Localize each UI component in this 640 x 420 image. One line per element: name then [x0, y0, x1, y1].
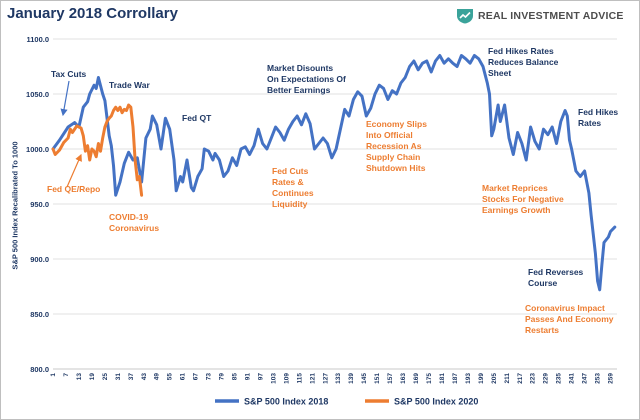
x-tick-label: 229	[543, 373, 550, 384]
x-tick-label: 169	[413, 373, 420, 384]
x-tick-label: 13	[76, 373, 83, 381]
arrow-fed-qe	[66, 153, 82, 188]
x-tick-label: 187	[452, 373, 459, 384]
x-tick-label: 43	[141, 373, 148, 381]
annotation-market-reprices: Market Reprices Stocks For Negative Earnin…	[482, 183, 564, 215]
x-tick-label: 19	[89, 373, 96, 381]
x-tick-label: 157	[387, 373, 394, 384]
x-tick-label: 67	[193, 373, 200, 381]
x-tick-label: 217	[517, 373, 524, 384]
chart-title: January 2018 Corrollary	[7, 5, 178, 22]
x-tick-label: 175	[426, 373, 433, 384]
legend-label-2020: S&P 500 Index 2020	[394, 397, 478, 407]
annotation-fed-hikes: Fed Hikes Rates	[578, 107, 618, 128]
y-tick-label: 900.0	[30, 255, 49, 264]
annotation-fed-qe: Fed QE/Repo	[47, 184, 100, 194]
x-tick-label: 259	[608, 373, 615, 384]
annotation-fed-reverses: Fed Reverses Course	[528, 267, 584, 288]
y-tick-label: 800.0	[30, 365, 49, 374]
brand-shield-icon	[457, 9, 473, 24]
y-tick-label: 1100.0	[26, 35, 49, 44]
x-tick-label: 133	[335, 373, 342, 384]
x-tick-label: 193	[465, 373, 472, 384]
x-tick-label: 121	[309, 373, 316, 384]
annotation-fed-hikes-reduces: Fed Hikes Rates Reduces Balance Sheet	[488, 46, 559, 78]
x-tick-label: 49	[154, 373, 161, 381]
x-tick-label: 79	[219, 373, 226, 381]
x-tick-label: 163	[400, 373, 407, 384]
annotation-fed-cuts: Fed Cuts Rates & Continues Liquidity	[272, 166, 314, 209]
x-tick-label: 223	[530, 373, 537, 384]
x-tick-label: 7	[63, 373, 70, 377]
x-tick-label: 1	[50, 373, 57, 377]
legend-label-2018: S&P 500 Index 2018	[244, 397, 328, 407]
x-tick-label: 55	[167, 373, 174, 381]
x-tick-label: 139	[348, 373, 355, 384]
x-tick-label: 109	[283, 373, 290, 384]
series-line-2020	[51, 103, 144, 197]
x-tick-label: 97	[257, 373, 264, 381]
y-tick-label: 1000.0	[26, 145, 49, 154]
x-tick-label: 25	[102, 373, 109, 381]
series-line-2018	[51, 54, 617, 292]
x-tick-label: 151	[374, 373, 381, 384]
x-tick-label: 61	[180, 373, 187, 381]
x-tick-label: 91	[244, 373, 251, 381]
x-tick-label: 115	[296, 373, 303, 384]
x-tick-label: 127	[322, 373, 329, 384]
x-tick-label: 37	[128, 373, 135, 381]
x-tick-label: 181	[439, 373, 446, 384]
annotation-fed-qt: Fed QT	[182, 113, 212, 123]
annotation-coronavirus-impact: Coronavirus Impact Passes And Economy Rest…	[525, 303, 614, 335]
x-tick-label: 235	[556, 373, 563, 384]
x-tick-label: 241	[569, 373, 576, 384]
x-tick-label: 205	[491, 373, 498, 384]
x-tick-label: 103	[270, 373, 277, 384]
annotation-covid: COVID-19 Coronavirus	[109, 212, 159, 233]
annotation-market-discounts: Market Disounts On Expectations Of Better …	[267, 63, 346, 95]
arrow-tax-cuts	[60, 80, 70, 117]
annotation-trade-war: Trade War	[109, 80, 150, 90]
annotation-economy-slips: Economy Slips Into Official Recession As Su…	[366, 119, 427, 173]
x-tick-label: 211	[504, 373, 511, 384]
y-tick-label: 850.0	[30, 310, 49, 319]
x-tick-label: 85	[232, 373, 239, 381]
x-tick-label: 253	[595, 373, 602, 384]
x-tick-label: 73	[206, 373, 213, 381]
y-tick-label: 950.0	[30, 200, 49, 209]
x-tick-label: 145	[361, 373, 368, 384]
brand-logo: REAL INVESTMENT ADVICE	[456, 7, 624, 25]
x-tick-label: 247	[582, 373, 589, 384]
annotation-tax-cuts: Tax Cuts	[51, 69, 87, 79]
x-tick-label: 199	[478, 373, 485, 384]
y-tick-label: 1050.0	[26, 90, 49, 99]
brand-name: REAL INVESTMENT ADVICE	[478, 10, 624, 22]
x-tick-label: 31	[115, 373, 122, 381]
